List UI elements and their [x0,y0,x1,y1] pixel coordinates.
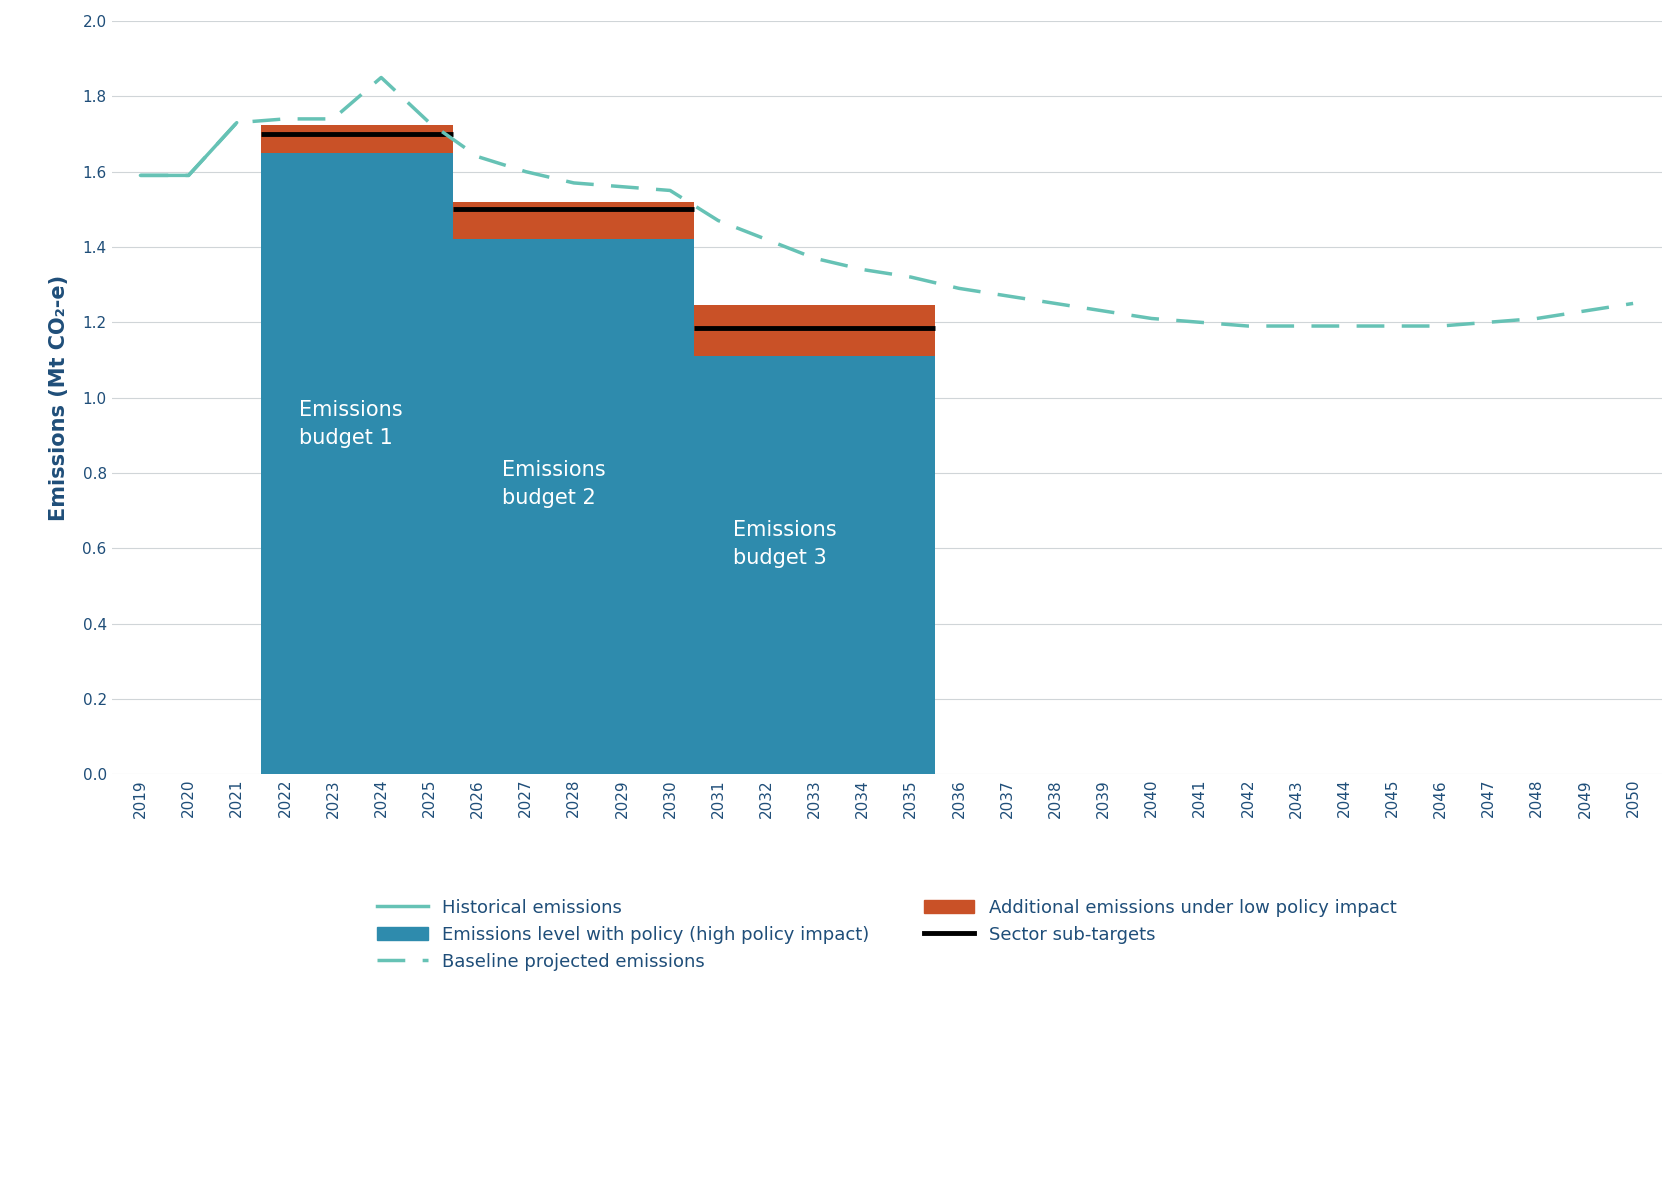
Text: Emissions
budget 3: Emissions budget 3 [733,521,837,568]
Bar [694,357,934,774]
Bar [262,124,453,152]
Bar [453,202,694,240]
Bar [453,240,694,774]
Text: Emissions
budget 2: Emissions budget 2 [501,461,605,508]
Legend: Historical emissions, Emissions level with policy (high policy impact), Baseline: Historical emissions, Emissions level wi… [369,889,1405,980]
Bar [694,306,934,357]
Y-axis label: Emissions (Mt CO₂-e): Emissions (Mt CO₂-e) [49,274,69,521]
Bar [262,152,453,774]
Text: Emissions
budget 1: Emissions budget 1 [299,400,402,448]
